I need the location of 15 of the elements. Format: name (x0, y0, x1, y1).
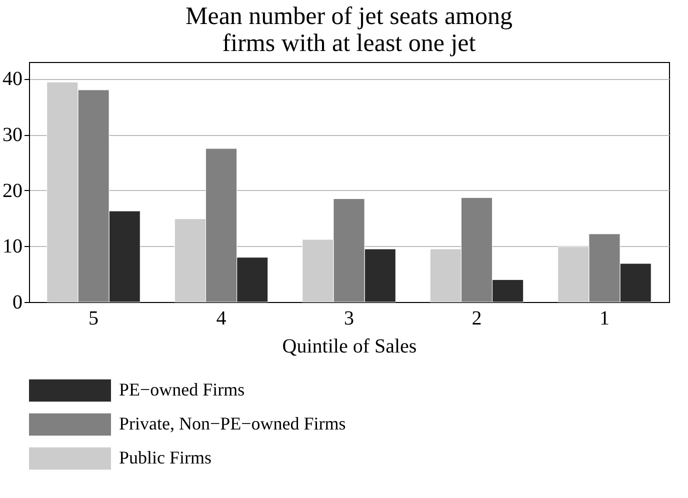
x-tick-label: 2 (472, 308, 482, 330)
legend-label: PE−owned Firms (119, 380, 245, 400)
y-tick-label: 30 (2, 124, 22, 146)
legend-label: Private, Non−PE−owned Firms (119, 414, 346, 434)
y-tick-label: 0 (12, 292, 22, 314)
x-tick-label: 4 (216, 308, 226, 330)
x-tick-label: 1 (599, 308, 610, 330)
x-axis-title: Quintile of Sales (282, 336, 417, 358)
y-tick-label: 10 (2, 236, 22, 258)
chart-title: Mean number of jet seats among firms with at least one jet (186, 3, 513, 57)
x-tick-label: 3 (344, 308, 354, 330)
legend-label: Public Firms (119, 448, 212, 468)
x-tick-label: 5 (88, 308, 99, 330)
y-tick-label: 20 (2, 180, 22, 202)
y-tick-label: 40 (2, 68, 22, 90)
